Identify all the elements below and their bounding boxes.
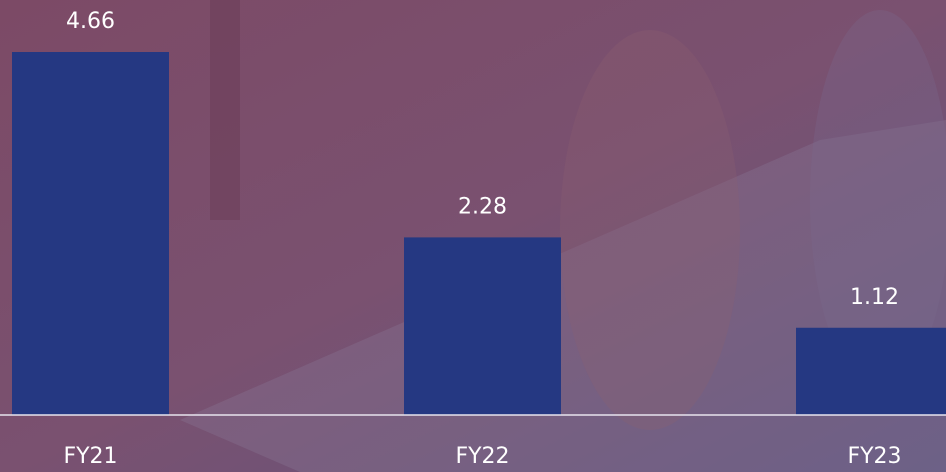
x-tick-label: FY23 <box>847 444 901 469</box>
road <box>180 120 946 472</box>
figure <box>810 10 946 390</box>
bar <box>404 237 561 415</box>
pole <box>210 0 240 220</box>
x-tick-label: FY22 <box>455 444 509 469</box>
bar <box>12 52 169 415</box>
value-label: 2.28 <box>458 194 507 219</box>
value-label: 1.12 <box>850 285 899 310</box>
figure <box>560 30 740 430</box>
x-tick-label: FY21 <box>63 444 117 469</box>
value-label: 4.66 <box>66 9 115 34</box>
plot: 4.66 FY21 2.28 FY22 1.12 FY23 <box>12 9 946 469</box>
bar <box>796 327 946 415</box>
